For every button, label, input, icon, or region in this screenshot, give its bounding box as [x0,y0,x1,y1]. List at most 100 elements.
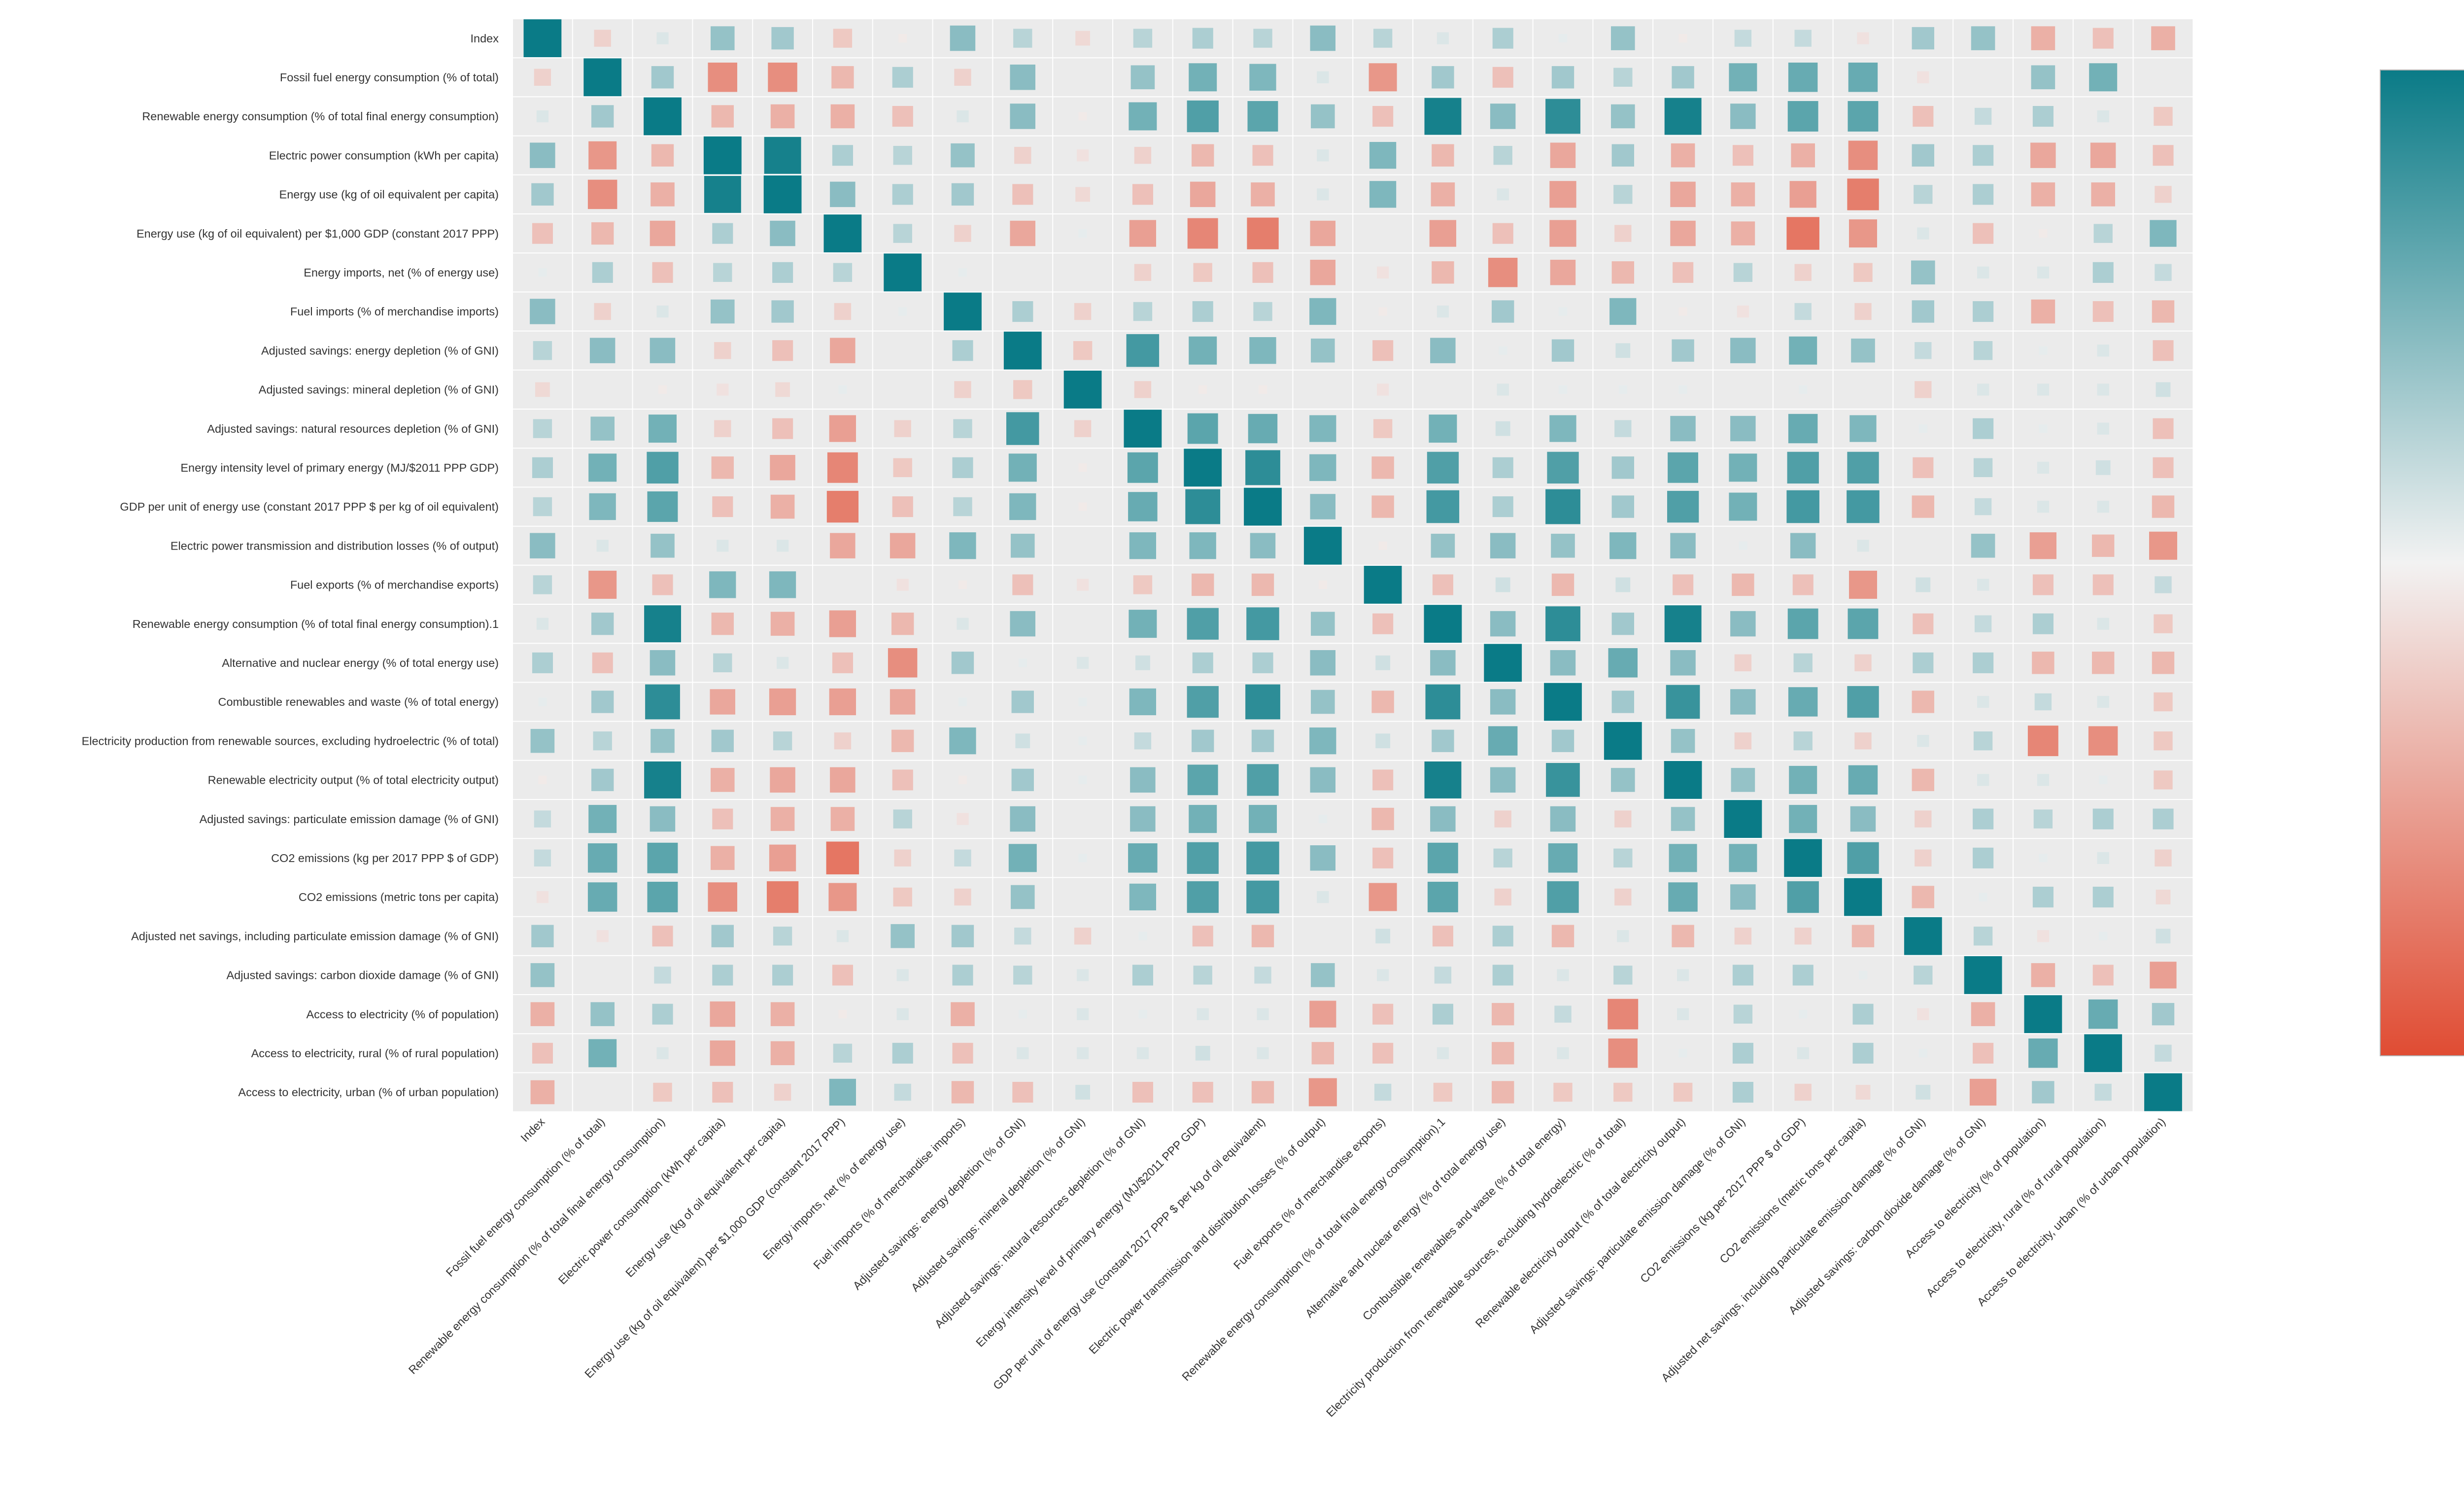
heatmap-cell [770,455,795,481]
heatmap-cell [771,300,794,323]
heatmap-cell [1369,142,1397,169]
heatmap-cell [592,262,613,283]
heatmap-cell [587,179,617,209]
heatmap-cell [538,268,547,277]
heatmap-cell [1430,338,1456,363]
heatmap-cell [1977,383,1989,396]
heatmap-cell [1317,149,1329,162]
heatmap-cell [1012,574,1033,595]
heatmap-cell [530,728,555,753]
heatmap-cell [1246,607,1279,640]
heatmap-cell [1257,1008,1269,1020]
heatmap-cell [1793,731,1813,751]
heatmap-cell [1671,728,1695,753]
heatmap-cell [1666,685,1700,719]
heatmap-cell [2097,852,2109,864]
heatmap-cell [2152,652,2175,674]
heatmap-cell [1375,655,1390,670]
heatmap-cell [1790,533,1816,558]
heatmap-cell [953,419,972,438]
heatmap-cell [1973,341,1993,360]
heatmap-cell [2037,266,2050,278]
heatmap-cell [1432,66,1454,89]
heatmap-cell [1915,342,1932,359]
heatmap-cell [2154,770,2173,790]
heatmap-cell [1074,303,1092,320]
heatmap-cell [711,846,735,870]
heatmap-cell [1372,769,1394,791]
heatmap-cell [952,1042,973,1064]
heatmap-cell [1134,732,1152,750]
heatmap-cell [1369,181,1397,208]
heatmap-cell [2037,383,2050,396]
heatmap-cell [1375,929,1390,944]
heatmap-cell [770,220,795,246]
heatmap-cell [774,1083,791,1101]
heatmap-cell [1010,806,1035,832]
heatmap-cell [830,807,855,831]
y-tick-label: Electricity production from renewable so… [82,734,499,747]
heatmap-cell [2150,962,2177,989]
heatmap-cell [1136,1047,1149,1059]
heatmap-cell [1197,1008,1209,1020]
heatmap-cell [1973,301,1994,322]
y-tick-label: Adjusted savings: particulate emission d… [200,813,499,826]
heatmap-cell [591,612,614,635]
heatmap-cell [1490,767,1516,793]
heatmap-cell [951,183,974,206]
heatmap-cell [951,652,974,674]
heatmap-cell [775,382,790,397]
heatmap-cell [1673,262,1694,283]
heatmap-cell [772,262,793,283]
heatmap-cell [1617,930,1629,942]
heatmap-cell [1787,608,1818,639]
heatmap-cell [2153,808,2174,830]
heatmap-cell [1912,886,1934,908]
heatmap-cell [2153,418,2174,439]
heatmap-cell [1193,966,1212,985]
heatmap-cell [1549,415,1576,442]
heatmap-cell [530,142,555,168]
heatmap-cell [2099,775,2108,784]
heatmap-cell [1789,765,1817,794]
heatmap-cell [2152,1003,2175,1026]
heatmap-cell [2097,345,2109,357]
heatmap-cell [1011,533,1035,558]
heatmap-cell [2029,532,2056,559]
heatmap-cell [1549,181,1576,208]
colorbar: 10−1 [2380,69,2464,1056]
heatmap-cell [1484,644,1522,682]
heatmap-cell [712,223,733,244]
heatmap-cell [1794,30,1812,47]
heatmap-cell [1129,102,1157,131]
heatmap-cell [896,1008,909,1020]
heatmap-cell [1918,424,1927,433]
heatmap-cell [647,491,678,522]
heatmap-cell [1130,767,1156,793]
heatmap-cell [2033,809,2053,829]
heatmap-cell [1497,383,1509,396]
heatmap-cell [1611,144,1634,167]
heatmap-cell [1427,842,1458,873]
x-tick-label: Adjusted savings: carbon dioxide damage … [1786,1115,1988,1317]
heatmap-cell [523,19,562,58]
heatmap-cell [2090,142,2116,168]
heatmap-cell [711,925,734,947]
heatmap-cell [893,224,912,243]
heatmap-cell [1130,806,1156,832]
heatmap-cell [1913,613,1934,634]
heatmap-cell [1074,928,1092,945]
heatmap-cell [832,145,853,166]
heatmap-cell [1497,188,1509,201]
heatmap-cell [714,342,731,359]
heatmap-cell [1010,611,1035,637]
heatmap-cell [1492,965,1513,986]
heatmap-cell [892,184,913,205]
heatmap-cell [1378,541,1387,550]
heatmap-cell [711,612,734,635]
heatmap-cell [587,843,617,873]
heatmap-cell [2032,1081,2054,1104]
heatmap-cell [1492,1042,1514,1065]
heatmap-cell [1437,305,1449,318]
heatmap-cell [1545,489,1580,524]
